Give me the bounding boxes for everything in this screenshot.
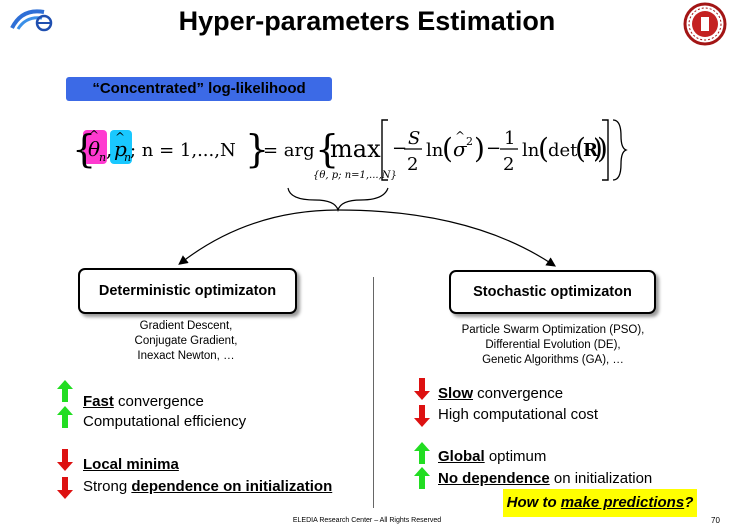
underbrace — [287, 187, 389, 213]
feature-no-dependence: No dependence on initialization — [438, 470, 652, 488]
column-divider — [373, 277, 374, 508]
arrow-down-icon — [414, 378, 430, 400]
method-item: Genetic Algorithms (GA), … — [482, 354, 624, 366]
concentrated-log-likelihood-label: “Concentrated” log-likelihood — [66, 77, 332, 101]
svg-text:): ) — [595, 132, 603, 165]
arrow-up-icon — [57, 406, 73, 428]
stochastic-methods: Particle Swarm Optimization (PSO), Diffe… — [444, 323, 662, 368]
det-text: det — [548, 140, 578, 161]
feature-bold: Global — [438, 448, 485, 465]
feature-text: Strong — [83, 478, 132, 495]
branch-arrows — [178, 187, 557, 267]
theta-symbol: θ — [88, 137, 100, 161]
formula-closing: ) — [595, 119, 628, 181]
arrow-up-icon — [57, 380, 73, 402]
minus-sign-2: − — [486, 138, 501, 159]
stochastic-box: Stochastic optimizaton — [449, 270, 656, 314]
feature-bold: Local minima — [83, 456, 179, 473]
arrow-down-icon — [57, 449, 73, 471]
max-operator: max — [330, 135, 381, 163]
matrix-R: R — [583, 140, 599, 161]
theta-highlight — [83, 130, 107, 164]
theta-subscript: n — [99, 151, 106, 164]
fraction-2b: 2 — [503, 154, 514, 175]
equals-arg: = arg — [263, 140, 315, 161]
footer-text: ELEDIA Research Center – All Rights Rese… — [292, 517, 442, 524]
fraction-S: S — [408, 128, 420, 149]
question-mark: ? — [684, 494, 694, 511]
ln-2: ln — [522, 140, 540, 161]
feature-bold: Slow — [438, 385, 474, 402]
feature-slow-convergence: Slow convergence — [438, 385, 563, 403]
arrow-down-icon — [414, 405, 430, 427]
method-item: Particle Swarm Optimization (PSO), — [461, 324, 645, 336]
university-seal-icon — [683, 2, 727, 46]
method-item: Differential Evolution (DE), — [485, 339, 621, 351]
fraction-1: 1 — [504, 128, 515, 149]
sigma-hat: ^ — [455, 129, 465, 143]
arrow-up-icon — [414, 467, 430, 489]
feature-global-optimum: Global optimum — [438, 448, 546, 466]
method-item: Conjugate Gradient, — [134, 335, 238, 347]
feature-computational-efficiency: Computational efficiency — [83, 413, 246, 431]
feature-bold: No dependence — [438, 470, 550, 487]
arrow-to-deterministic — [178, 209, 339, 265]
feature-bold: dependence on initialization — [131, 478, 333, 495]
paren-open-2: ( — [538, 132, 549, 165]
max-subscript: {θ, p; n=1,...,N} — [313, 170, 397, 181]
question-underlined: make predictions — [560, 494, 685, 511]
feature-fast-convergence: Fast convergence — [83, 393, 204, 411]
feature-text: Computational efficiency — [83, 413, 247, 430]
sigma-square: 2 — [466, 135, 473, 148]
set-definition: ; n = 1,...,N — [130, 140, 236, 161]
feature-high-cost: High computational cost — [438, 406, 598, 424]
ln-1: ln — [426, 140, 444, 161]
paren-open-1: ( — [442, 132, 453, 165]
page-title: Hyper-parameters Estimation — [178, 6, 556, 36]
paren-close-1: ) — [474, 132, 485, 165]
feature-text: High computational cost — [438, 406, 599, 423]
feature-strong-dependence: Strong dependence on initialization — [83, 478, 332, 496]
feature-text: on initialization — [549, 470, 653, 487]
arrow-to-stochastic — [337, 209, 557, 267]
method-item: Gradient Descent, — [139, 320, 233, 332]
arrow-up-icon — [414, 442, 430, 464]
deterministic-methods: Gradient Descent, Conjugate Gradient, In… — [86, 319, 286, 364]
right-brace: } — [245, 127, 269, 171]
feature-text: convergence — [113, 393, 204, 410]
sigma-symbol: σ — [453, 137, 468, 161]
feature-local-minima: Local minima — [83, 456, 179, 474]
deterministic-box: Deterministic optimizaton — [78, 268, 297, 314]
feature-text: convergence — [473, 385, 564, 402]
p-highlight — [110, 130, 132, 164]
likelihood-formula: { θ ^ n , p ^ n ; n = 1,...,N } = arg { … — [72, 119, 608, 181]
comma: , — [106, 137, 112, 161]
left-brace: { — [72, 127, 96, 171]
eledia-logo-icon — [10, 9, 53, 32]
p-subscript: n — [124, 151, 131, 164]
p-symbol: p — [114, 137, 127, 161]
page-number: 70 — [711, 516, 720, 525]
method-item: Inexact Newton, … — [137, 350, 235, 362]
question-text: How to — [506, 494, 561, 511]
theta-hat: ^ — [89, 128, 99, 142]
p-hat: ^ — [115, 130, 125, 144]
paren-open-3: ( — [575, 132, 586, 165]
feature-bold: Fast — [83, 393, 114, 410]
predictions-question: How to make predictions? — [503, 489, 697, 517]
minus-sign: − — [392, 138, 407, 159]
paren-close-3: ) — [597, 132, 608, 165]
arrow-down-icon — [57, 477, 73, 499]
fraction-2: 2 — [407, 154, 418, 175]
feature-text: optimum — [484, 448, 547, 465]
outer-left-brace: { — [315, 127, 339, 171]
